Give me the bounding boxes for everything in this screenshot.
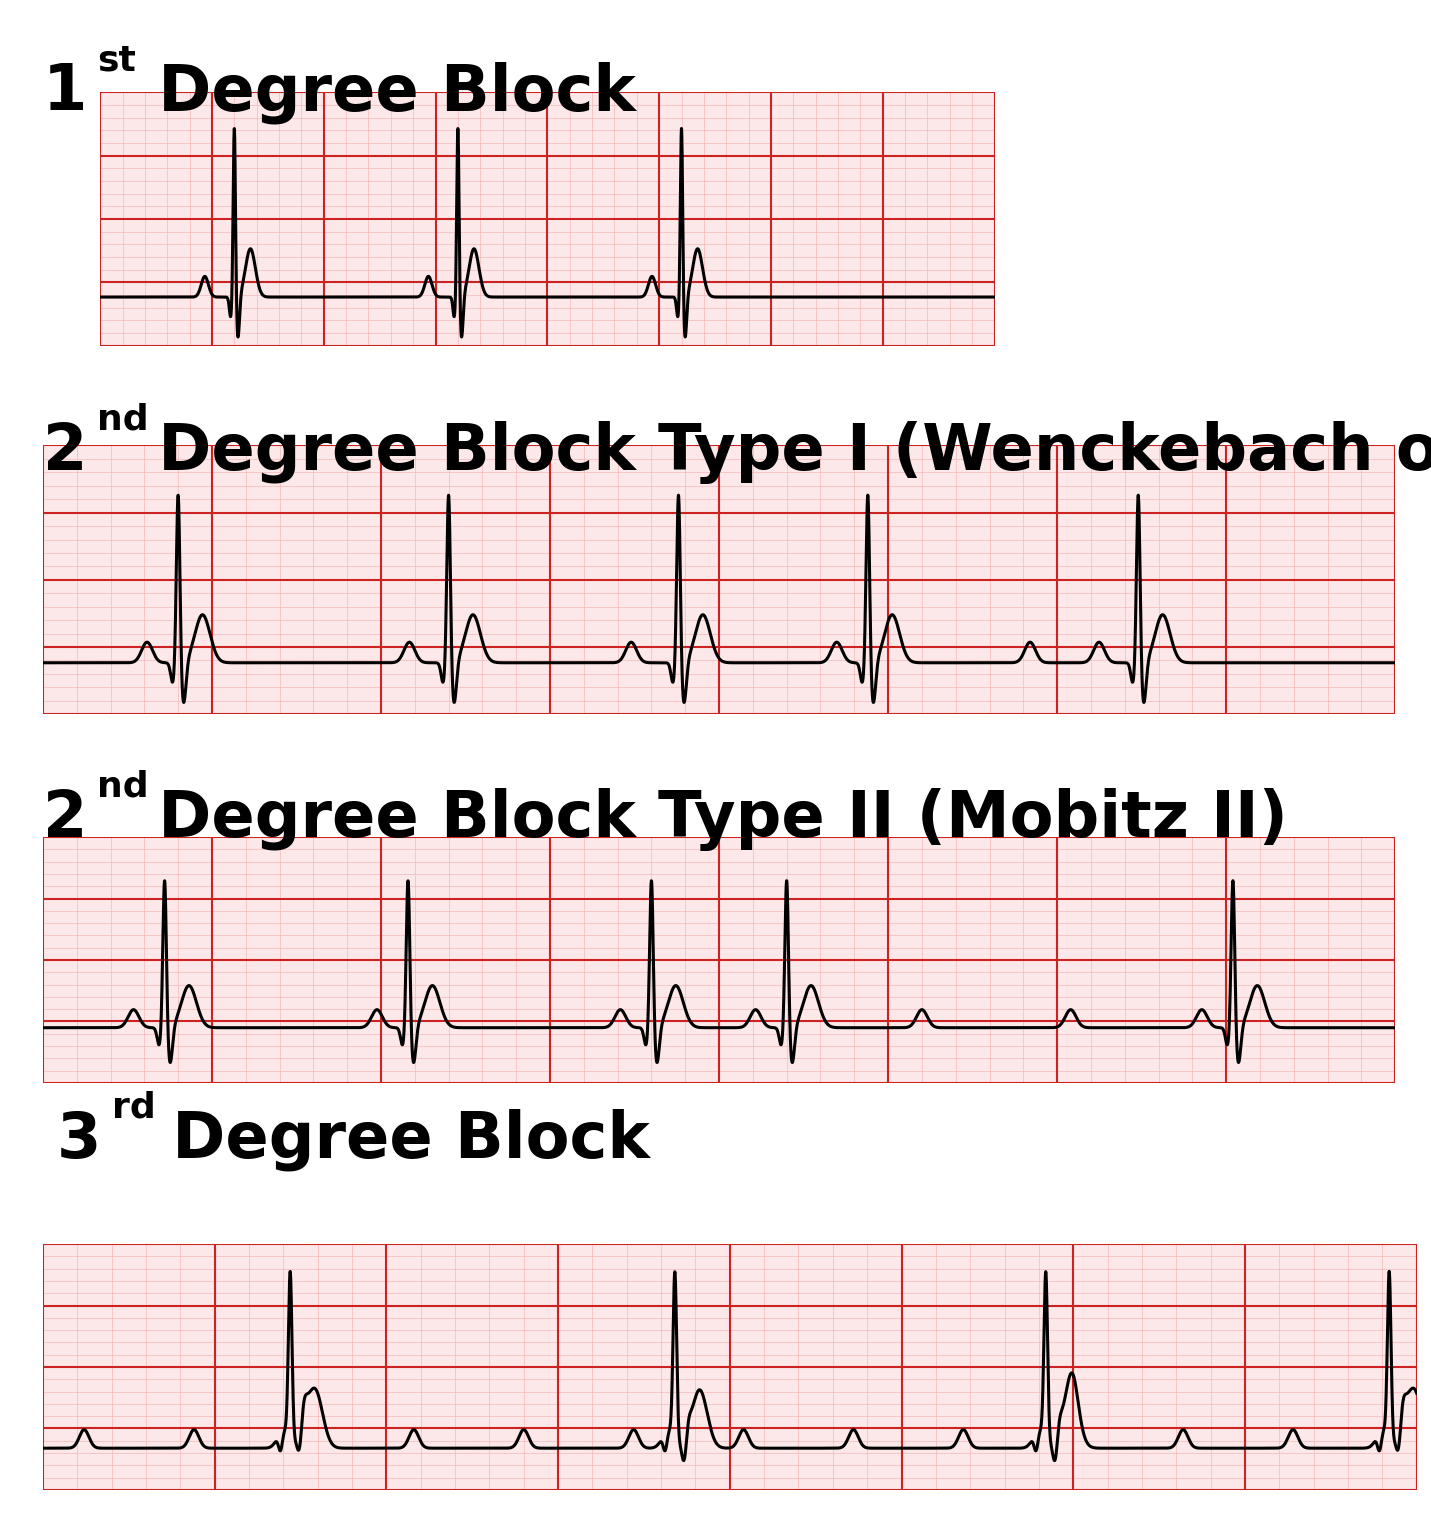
Text: nd: nd [97, 770, 149, 803]
Text: rd: rd [112, 1091, 156, 1124]
Text: 3: 3 [57, 1109, 102, 1170]
Text: nd: nd [97, 402, 149, 436]
Text: st: st [97, 43, 136, 77]
Text: Degree Block: Degree Block [136, 61, 635, 124]
Text: 2: 2 [43, 788, 87, 849]
Text: 2: 2 [43, 421, 87, 482]
Text: Degree Block Type I (Wenckebach or Mobitz I): Degree Block Type I (Wenckebach or Mobit… [136, 421, 1431, 484]
Text: Degree Block Type II (Mobitz II): Degree Block Type II (Mobitz II) [136, 788, 1288, 851]
Text: Degree Block: Degree Block [150, 1109, 650, 1172]
Text: 1: 1 [43, 61, 87, 123]
